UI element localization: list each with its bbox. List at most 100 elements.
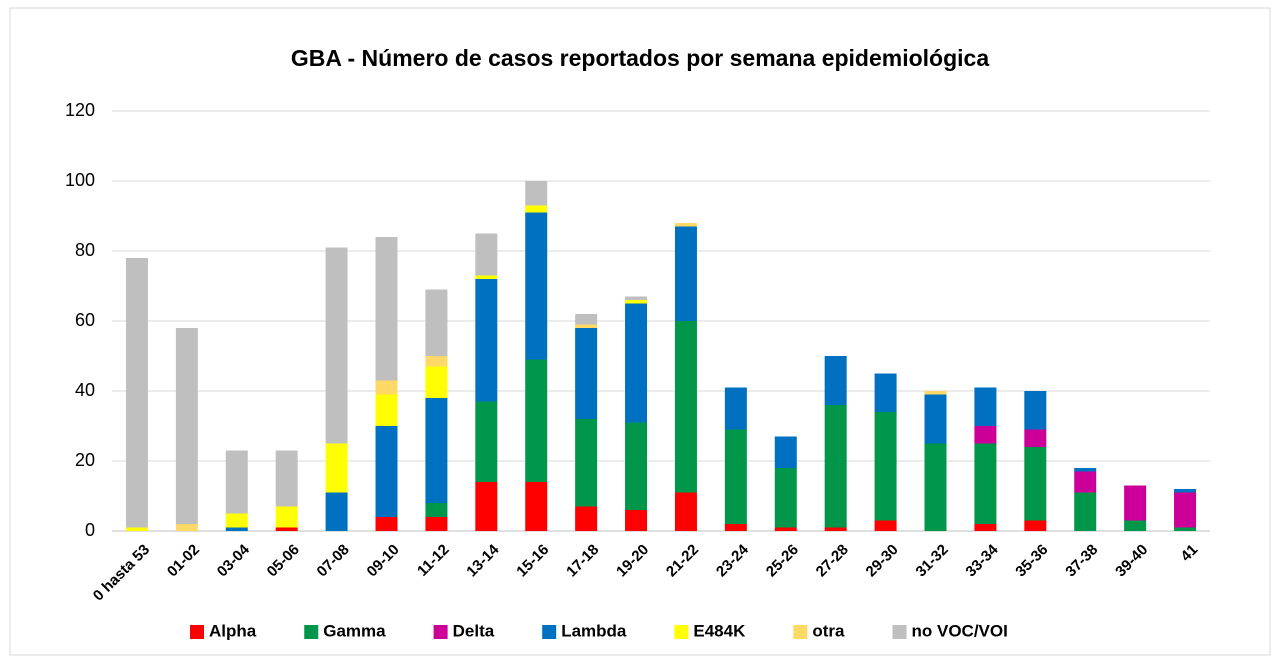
bar-segment	[625, 510, 648, 531]
bar-segment	[774, 468, 797, 528]
bar-segment	[1124, 520, 1147, 531]
bar-segment	[1174, 527, 1197, 531]
bar-segment	[525, 359, 548, 482]
bar-segment	[425, 517, 448, 531]
legend-label: Gamma	[323, 621, 386, 640]
bar-segment	[824, 405, 847, 528]
bar-segment	[625, 303, 648, 423]
bar-segment	[125, 258, 148, 528]
bar-segment	[575, 506, 598, 531]
y-tick-label: 120	[65, 100, 95, 120]
bar-segment	[674, 223, 697, 227]
bar-segment	[575, 328, 598, 419]
bar-segment	[824, 356, 847, 405]
legend-swatch	[304, 625, 319, 639]
bar-segment	[375, 517, 398, 531]
y-tick-label: 80	[75, 240, 95, 260]
y-tick-label: 60	[75, 310, 95, 330]
bar-segment	[275, 450, 298, 507]
bar-segment	[325, 492, 348, 531]
bar-segment	[724, 524, 747, 531]
bar-segment	[625, 300, 648, 304]
bar-segment	[325, 443, 348, 493]
y-tick-label: 0	[85, 520, 95, 540]
bar-segment	[1024, 447, 1047, 521]
bar-segment	[1074, 492, 1097, 531]
bar-segment	[1174, 492, 1197, 528]
bar-segment	[724, 429, 747, 524]
bar-segment	[874, 412, 897, 521]
bar-segment	[475, 275, 498, 279]
bar-segment	[724, 387, 747, 430]
legend-label: Delta	[453, 621, 495, 640]
bar-segment	[225, 527, 248, 531]
bar-segment	[874, 520, 897, 531]
bar-segment	[974, 387, 997, 426]
bar-segment	[175, 328, 198, 524]
bar-segment	[525, 181, 548, 206]
bar-segment	[774, 527, 797, 531]
legend-swatch	[190, 625, 204, 639]
bar-segment	[1074, 471, 1097, 493]
bar-segment	[225, 450, 248, 514]
bar-segment	[375, 394, 398, 426]
bar-segment	[824, 527, 847, 531]
bar-segment	[375, 426, 398, 517]
legend-label: Lambda	[561, 621, 627, 640]
bar-segment	[125, 527, 148, 531]
bar-segment	[674, 226, 697, 321]
y-tick-label: 40	[75, 380, 95, 400]
bar-segment	[1024, 391, 1047, 430]
bar-segment	[375, 380, 398, 395]
bar-segment	[974, 443, 997, 524]
bar-segment	[425, 356, 448, 367]
legend-swatch	[674, 625, 689, 639]
bar-segment	[974, 426, 997, 444]
bar-segment	[475, 482, 498, 531]
bar-segment	[425, 398, 448, 503]
bar-segment	[275, 506, 298, 528]
chart-title: GBA - Número de casos reportados por sem…	[291, 45, 989, 71]
bar-segment	[525, 482, 548, 531]
bar-segment	[575, 419, 598, 507]
bar-segment	[774, 436, 797, 468]
bar-segment	[1174, 489, 1197, 493]
bar-segment	[974, 524, 997, 531]
bar-segment	[1024, 429, 1047, 447]
bar-segment	[625, 296, 648, 300]
legend-swatch	[542, 625, 557, 639]
legend-swatch	[793, 625, 808, 639]
y-tick-label: 20	[75, 450, 95, 470]
bar-segment	[475, 279, 498, 402]
bar-segment	[525, 212, 548, 360]
bar-segment	[1024, 520, 1047, 531]
bar-segment	[575, 324, 598, 328]
bar-segment	[1124, 485, 1147, 521]
bar-segment	[475, 233, 498, 276]
bar-segment	[525, 205, 548, 213]
bar-segment	[275, 527, 298, 531]
legend-label: E484K	[693, 621, 746, 640]
bar-segment	[874, 373, 897, 412]
bar-segment	[674, 321, 697, 493]
bar-segment	[425, 366, 448, 398]
bar-segment	[425, 503, 448, 517]
bar-segment	[225, 513, 248, 528]
bar-segment	[575, 314, 598, 325]
bar-segment	[674, 492, 697, 531]
legend-swatch	[433, 625, 448, 639]
bar-segment	[924, 391, 947, 395]
legend-swatch	[892, 625, 907, 639]
bar-segment	[425, 289, 448, 356]
bar-segment	[625, 422, 648, 510]
legend-label: otra	[812, 621, 845, 640]
bar-segment	[375, 237, 398, 381]
y-tick-label: 100	[65, 170, 95, 190]
bar-segment	[924, 443, 947, 531]
bar-segment	[325, 247, 348, 444]
legend-label: no VOC/VOI	[911, 621, 1007, 640]
bar-segment	[175, 524, 198, 531]
bar-segment	[924, 394, 947, 444]
legend-label: Alpha	[209, 621, 257, 640]
